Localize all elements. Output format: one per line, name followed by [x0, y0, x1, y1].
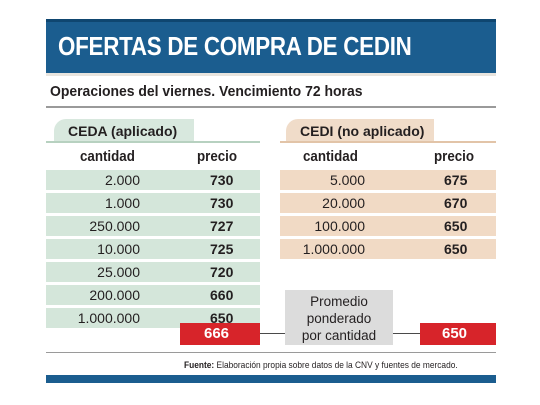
table-row: 5.000 675	[280, 170, 496, 190]
table-row: 1.000 730	[46, 193, 260, 213]
table-row: 2.000 730	[46, 170, 260, 190]
source-note: Fuente: Elaboración propia sobre datos d…	[184, 360, 458, 371]
qty-cell: 1.000	[104, 195, 140, 211]
table-row: 1.000.000 650	[280, 239, 496, 259]
qty-cell: 250.000	[89, 218, 140, 234]
table-row: 20.000 670	[280, 193, 496, 213]
qty-cell: 25.000	[97, 264, 140, 280]
weighted-average-label-box: Promedio ponderado por cantidad	[285, 290, 393, 345]
bottom-bar	[46, 375, 496, 383]
qty-cell: 1.000.000	[302, 241, 365, 257]
cedi-col-price-header: precio	[434, 149, 475, 165]
ceda-average-badge: 666	[180, 323, 260, 345]
price-cell: 725	[210, 241, 234, 257]
qty-cell: 2.000	[104, 172, 140, 188]
ceda-col-price-header: precio	[197, 149, 238, 165]
cedi-tab-underline	[280, 141, 496, 143]
qty-cell: 10.000	[97, 241, 140, 257]
price-cell: 675	[444, 172, 468, 188]
table-row: 10.000 725	[46, 239, 260, 259]
average-label-line3: por cantidad	[301, 328, 377, 343]
price-cell: 670	[444, 195, 468, 211]
qty-cell: 200.000	[89, 287, 140, 303]
table-row: 200.000 660	[46, 285, 260, 305]
qty-cell: 5.000	[329, 172, 365, 188]
price-cell: 650	[444, 241, 468, 257]
page-title: OFERTAS DE COMPRA DE CEDIN	[58, 31, 412, 61]
ceda-col-qty-header: cantidad	[80, 149, 135, 165]
ceda-tab-label: CEDA (aplicado)	[54, 119, 194, 143]
qty-cell: 100.000	[314, 218, 365, 234]
average-label-line2: ponderado	[306, 311, 372, 326]
table-row: 25.000 720	[46, 262, 260, 282]
title-underline	[46, 73, 496, 76]
average-label-line1: Promedio	[310, 294, 368, 309]
ceda-connector-line	[252, 333, 285, 334]
subtitle: Operaciones del viernes. Vencimiento 72 …	[50, 83, 363, 100]
table-row: 250.000 727	[46, 216, 260, 236]
table-row: 100.000 650	[280, 216, 496, 236]
cedi-average-badge: 650	[420, 323, 496, 345]
price-cell: 730	[210, 195, 234, 211]
price-cell: 720	[210, 264, 234, 280]
price-cell: 727	[210, 218, 234, 234]
source-text: Elaboración propia sobre datos de la CNV…	[216, 360, 458, 371]
cedi-tab-label: CEDI (no aplicado)	[286, 119, 434, 143]
cedi-col-qty-header: cantidad	[303, 149, 358, 165]
qty-cell: 1.000.000	[77, 310, 140, 326]
title-banner: OFERTAS DE COMPRA DE CEDIN	[46, 19, 496, 73]
subtitle-divider	[46, 106, 496, 108]
price-cell: 660	[210, 287, 234, 303]
cedi-average-value: 650	[442, 325, 468, 342]
qty-cell: 20.000	[322, 195, 365, 211]
price-cell: 650	[210, 310, 234, 326]
footer-divider	[46, 352, 496, 353]
source-label: Fuente:	[184, 360, 215, 371]
price-cell: 650	[444, 218, 468, 234]
ceda-average-value: 666	[204, 325, 230, 342]
cedi-connector-line	[393, 333, 427, 334]
price-cell: 730	[210, 172, 234, 188]
ceda-tab-underline	[46, 141, 260, 143]
